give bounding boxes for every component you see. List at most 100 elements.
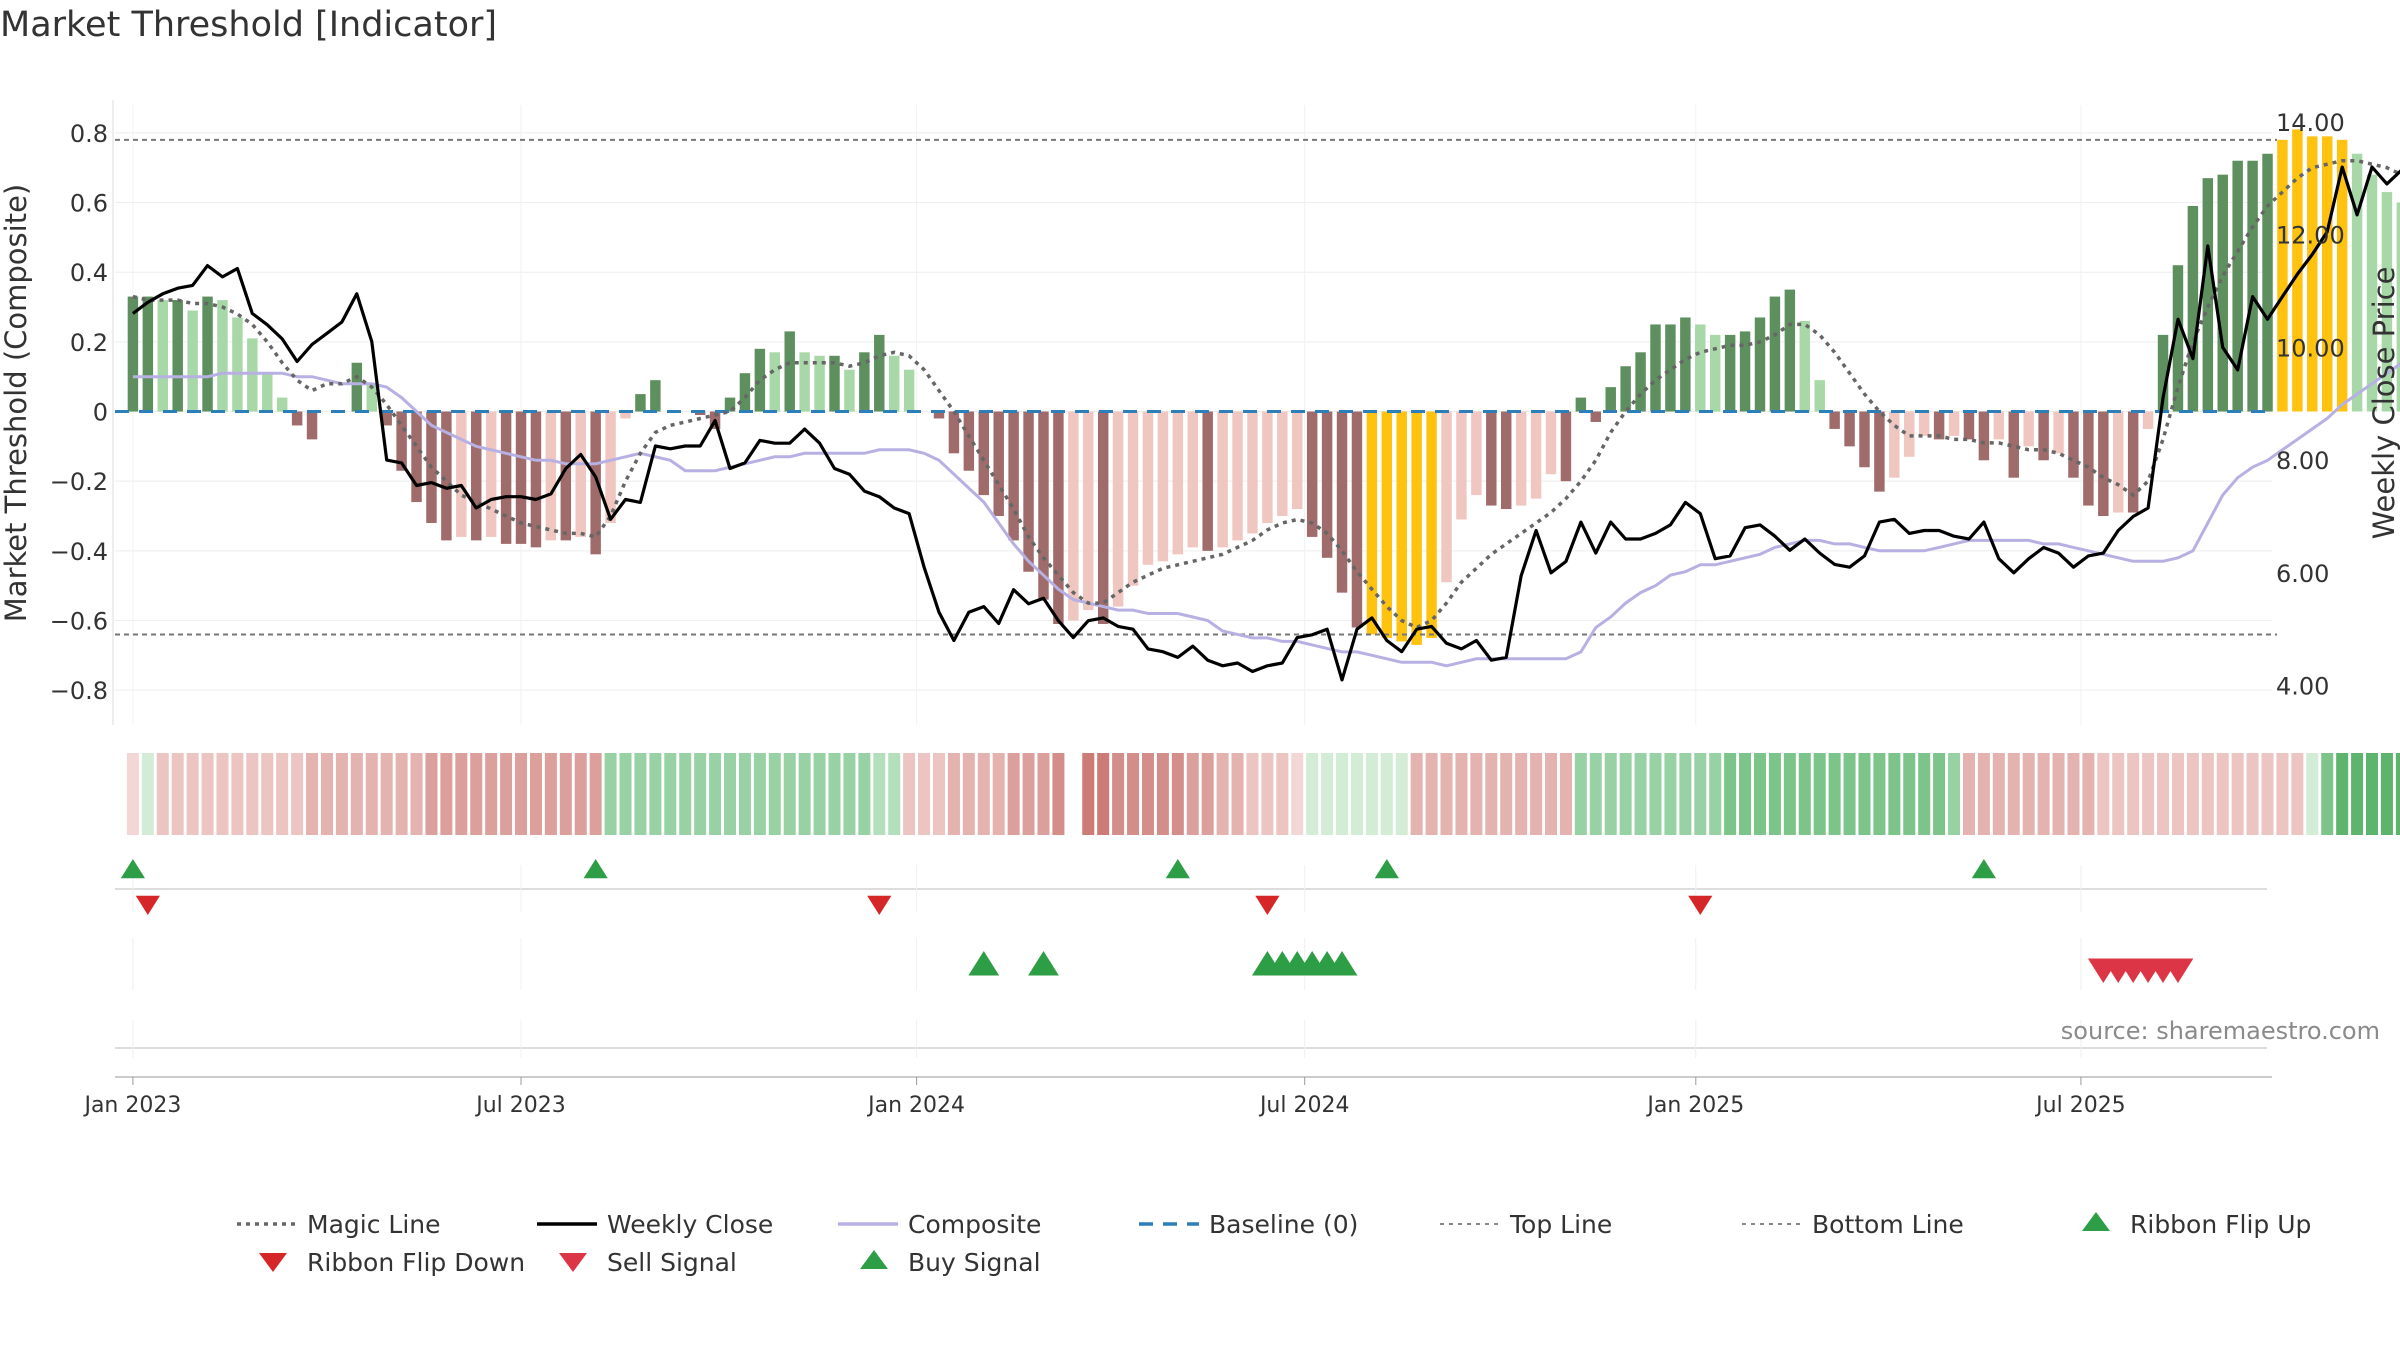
x-tick-label: Jul 2024 <box>1258 1093 1350 1118</box>
ribbon-cell <box>1410 753 1423 835</box>
ribbon-cell <box>843 753 856 835</box>
composite-bar <box>1068 411 1079 621</box>
buy-signal-marker <box>968 951 1000 976</box>
y-tick-label: 0 <box>93 399 108 427</box>
legend-label: Ribbon Flip Up <box>2130 1210 2311 1239</box>
y-right-tick-label: 10.00 <box>2276 334 2345 362</box>
ribbon-cell <box>2321 753 2334 835</box>
ribbon-cell <box>1739 753 1752 835</box>
ribbon-cell <box>559 753 572 835</box>
ribbon-cell <box>1321 753 1334 835</box>
ribbon-cell <box>2171 753 2184 835</box>
ribbon-cell <box>171 753 184 835</box>
legend-label: Composite <box>908 1210 1041 1239</box>
ribbon-cell <box>1037 753 1050 835</box>
ribbon-cell <box>1306 753 1319 835</box>
ribbon-flip-up-marker <box>583 859 608 879</box>
composite-bar <box>411 411 422 503</box>
ribbon-cell <box>1694 753 1707 835</box>
y-right-tick-label: 8.00 <box>2276 447 2329 475</box>
composite-bar <box>933 411 945 419</box>
ribbon-cell <box>2082 753 2095 835</box>
composite-bar <box>2247 160 2258 412</box>
ribbon-cell <box>2261 753 2274 835</box>
legend-item: Top Line <box>1440 1210 1612 1239</box>
composite-bar <box>1157 411 1169 562</box>
ribbon-cell <box>2306 753 2319 835</box>
composite-bar <box>888 355 900 412</box>
composite-bar <box>1471 411 1482 496</box>
ribbon-cell <box>1022 753 1035 835</box>
y-tick-label: 0.2 <box>70 329 108 357</box>
composite-bar <box>1097 411 1109 624</box>
composite-bar <box>1590 411 1602 422</box>
composite-bar <box>694 411 706 415</box>
y-right-tick-label: 4.00 <box>2276 673 2329 701</box>
composite-bar <box>1277 411 1288 517</box>
composite-bar <box>1874 411 1885 492</box>
ribbon-cell <box>201 753 214 835</box>
ribbon-cell <box>783 753 796 835</box>
composite-bar <box>2366 174 2378 412</box>
composite-bar <box>1381 411 1393 638</box>
composite-bar <box>2142 411 2154 429</box>
ribbon-cell <box>828 753 841 835</box>
composite-bar <box>784 331 795 412</box>
ribbon-cell <box>2037 753 2050 835</box>
ribbon-cell <box>544 753 557 835</box>
composite-bar <box>351 362 363 412</box>
composite-bar <box>1769 296 1781 412</box>
ribbon-cell <box>470 753 483 835</box>
ribbon-cell <box>798 753 811 835</box>
y-right-tick-label: 14.00 <box>2276 109 2345 137</box>
y-tick-label: −0.6 <box>50 608 108 636</box>
x-tick-label: Jan 2023 <box>82 1093 181 1118</box>
composite-bar <box>1844 411 1855 447</box>
ribbon-cell <box>1664 753 1677 835</box>
ribbon-cell <box>1992 753 2005 835</box>
composite-bars <box>127 129 2400 645</box>
composite-bar <box>2068 411 2079 478</box>
ribbon-cell <box>619 753 632 835</box>
composite-bar <box>1456 411 1467 520</box>
ribbon-cell <box>1903 753 1916 835</box>
ribbon-cell <box>1380 753 1393 835</box>
ribbon-cell <box>2366 753 2379 835</box>
composite-bar <box>1262 411 1273 523</box>
composite-bar <box>2351 153 2363 412</box>
composite-bar <box>620 411 631 419</box>
composite-bar <box>2292 129 2303 412</box>
legend-label: Baseline (0) <box>1209 1210 1358 1239</box>
composite-bar <box>814 355 825 412</box>
legend-item: Weekly Close <box>537 1210 773 1239</box>
composite-bar <box>2172 265 2184 412</box>
ribbon-flip-up-marker <box>1971 859 1997 879</box>
ribbon-cell <box>589 753 602 835</box>
composite-bar <box>1948 411 1960 436</box>
ribbon-cell <box>1933 753 1946 835</box>
y-right-tick-label: 6.00 <box>2276 560 2329 588</box>
ribbon-cell <box>1619 753 1632 835</box>
legend-item: Sell Signal <box>559 1248 737 1277</box>
composite-bar <box>650 380 661 412</box>
composite-bar <box>2127 411 2139 513</box>
ribbon-cell <box>1171 753 1184 835</box>
composite-bar <box>1709 334 1721 412</box>
magic-line <box>132 158 2400 630</box>
ribbon-flip-up-marker <box>1374 859 1399 879</box>
composite-bar <box>1083 411 1094 611</box>
composite-bar <box>1247 411 1258 534</box>
ribbon-cell <box>1828 753 1841 835</box>
composite-bar <box>1993 411 2005 440</box>
ribbon-cell <box>425 753 438 835</box>
composite-bar <box>1918 411 1930 436</box>
legend-item: Buy Signal <box>860 1248 1041 1277</box>
legend-item: Ribbon Flip Up <box>2082 1210 2311 1239</box>
legend-item: Baseline (0) <box>1139 1210 1358 1239</box>
ribbon-cell <box>2276 753 2289 835</box>
ribbon-flip-down-marker <box>135 895 160 915</box>
composite-bar <box>1620 366 1631 412</box>
ribbon-flip-down-marker <box>867 895 892 915</box>
ribbon-cell <box>410 753 423 835</box>
